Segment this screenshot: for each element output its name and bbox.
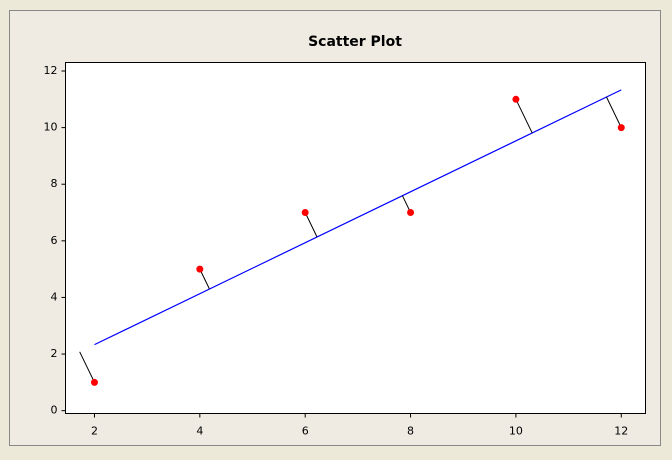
y-tick-label: 8 (51, 177, 58, 190)
y-tick-label: 10 (44, 121, 58, 134)
y-tick-label: 2 (51, 347, 58, 360)
chart-title: Scatter Plot (308, 34, 402, 50)
y-tick-label: 6 (51, 234, 58, 247)
point (90, 378, 98, 386)
x-tick-label: 12 (614, 425, 628, 438)
x-tick-label: 6 (302, 425, 309, 438)
y-tick-label: 12 (44, 64, 58, 77)
x-tick-label: 2 (91, 425, 98, 438)
y-tick-label: 0 (51, 404, 58, 417)
residual (199, 268, 210, 290)
point (196, 265, 204, 273)
residual (304, 212, 318, 238)
point (407, 209, 415, 217)
plot-area (65, 62, 646, 414)
residual (515, 99, 533, 134)
residual (606, 96, 622, 128)
point (617, 124, 625, 132)
x-tick-label: 8 (407, 425, 414, 438)
point (301, 209, 309, 217)
point (512, 95, 520, 103)
x-tick-label: 4 (196, 425, 203, 438)
fit-line (94, 89, 622, 346)
y-tick-label: 4 (51, 290, 58, 303)
residual (79, 351, 95, 383)
x-tick-label: 10 (509, 425, 523, 438)
